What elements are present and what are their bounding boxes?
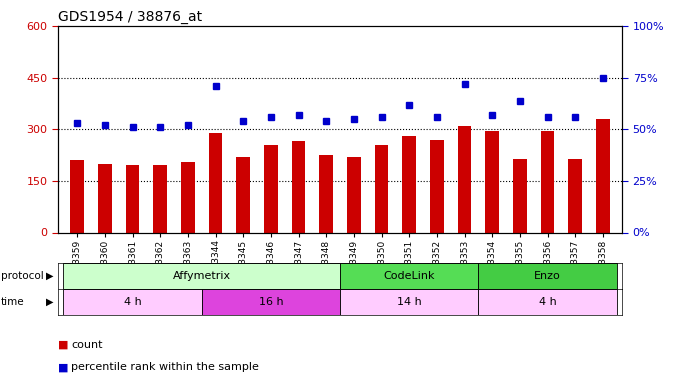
- Bar: [340, 262, 478, 289]
- Text: 14 h: 14 h: [397, 297, 422, 307]
- Bar: [292, 141, 305, 232]
- Bar: [264, 145, 277, 232]
- Text: Affymetrix: Affymetrix: [173, 271, 231, 280]
- Bar: [458, 126, 471, 232]
- Text: protocol: protocol: [1, 271, 44, 280]
- Text: percentile rank within the sample: percentile rank within the sample: [71, 363, 259, 372]
- Text: ■: ■: [58, 340, 68, 350]
- Bar: [153, 165, 167, 232]
- Text: Enzo: Enzo: [534, 271, 561, 280]
- Bar: [319, 155, 333, 232]
- Bar: [596, 119, 610, 232]
- Text: CodeLink: CodeLink: [384, 271, 435, 280]
- Bar: [202, 289, 340, 315]
- Text: 4 h: 4 h: [539, 297, 556, 307]
- Bar: [63, 289, 202, 315]
- Bar: [513, 159, 527, 232]
- Bar: [98, 164, 112, 232]
- Bar: [70, 160, 84, 232]
- Text: ▶: ▶: [46, 297, 54, 307]
- Bar: [236, 157, 250, 232]
- Text: ■: ■: [58, 363, 68, 372]
- Bar: [568, 159, 582, 232]
- Text: ▶: ▶: [46, 271, 54, 280]
- Text: time: time: [1, 297, 24, 307]
- Bar: [209, 133, 222, 232]
- Bar: [126, 165, 139, 232]
- Bar: [340, 289, 478, 315]
- Bar: [181, 162, 194, 232]
- Text: 16 h: 16 h: [258, 297, 283, 307]
- Bar: [403, 136, 416, 232]
- Bar: [430, 140, 444, 232]
- Bar: [478, 289, 617, 315]
- Bar: [486, 131, 499, 232]
- Text: count: count: [71, 340, 103, 350]
- Bar: [63, 262, 340, 289]
- Bar: [347, 157, 361, 232]
- Text: GDS1954 / 38876_at: GDS1954 / 38876_at: [58, 10, 202, 24]
- Bar: [375, 145, 388, 232]
- Text: 4 h: 4 h: [124, 297, 141, 307]
- Bar: [541, 131, 554, 232]
- Bar: [478, 262, 617, 289]
